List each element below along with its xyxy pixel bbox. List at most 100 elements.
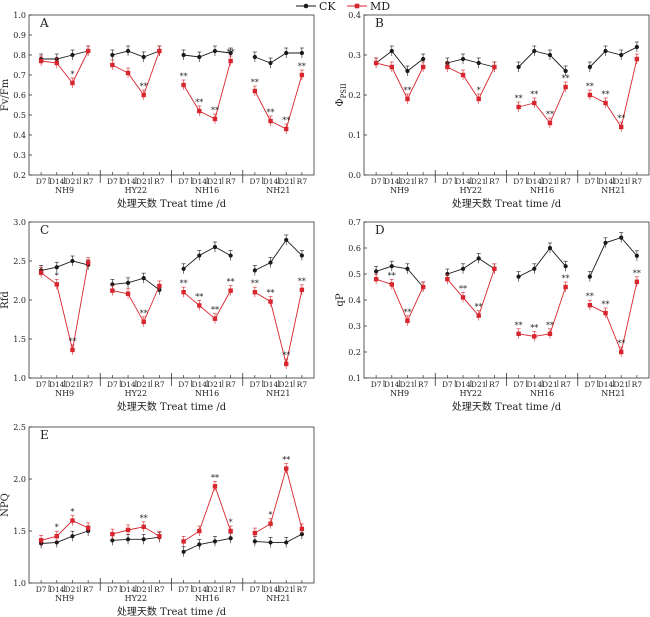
- panel-d-ck-line: [447, 257, 495, 275]
- panel-c-xtick-label: D7: [36, 380, 47, 389]
- panel-c-md-line: [183, 290, 231, 320]
- panel-b-xtick-label: R7: [489, 177, 500, 186]
- panel-c-xtick-label: R7: [154, 380, 165, 389]
- panel-d-xtick-label: D14: [598, 380, 614, 389]
- panel-a-ck-point: [252, 54, 257, 60]
- panel-d-significance: **: [515, 321, 523, 330]
- panel-c-md-point: [181, 290, 186, 295]
- panel-b-md-point: [405, 96, 410, 102]
- panel-e-xtick-label: R7: [297, 585, 308, 594]
- panel-a-md-point: [110, 62, 115, 68]
- panel-b-xtick-label: D7: [513, 177, 524, 186]
- panel-d-significance: **: [617, 339, 625, 348]
- panel-a-ck-point: [125, 48, 131, 54]
- legend-item-ck: CK: [296, 0, 336, 13]
- panel-c-xtick-label: D7: [249, 380, 260, 389]
- panel-a-md-line: [254, 74, 303, 130]
- panel-c-xtick-label: R7: [297, 380, 308, 389]
- panel-b-md-line: [518, 86, 567, 124]
- panel-d-md-line: [518, 286, 567, 337]
- panel-b-xtick-label: D14: [455, 177, 471, 186]
- panel-d-ck-line: [375, 265, 424, 288]
- panel-a-xtick-label: D7: [36, 177, 47, 186]
- panel-e-significance: *: [269, 511, 273, 520]
- panel-e-ck-point: [252, 539, 257, 544]
- panel-d-xtick-label: D7: [371, 380, 382, 389]
- panel-e-md-point: [38, 538, 44, 543]
- panel-e-md-point: [85, 525, 91, 531]
- panel-d-xtick-label: R7: [489, 380, 500, 389]
- panel-c-ytick-label: 2.5: [13, 257, 26, 266]
- legend-md-label: MD: [370, 0, 390, 13]
- panel-e-ck-point: [284, 540, 289, 545]
- panel-d-md-point: [563, 284, 568, 290]
- panel-c-significance: **: [195, 292, 203, 301]
- panel-d-xtick-label: D14: [384, 380, 400, 389]
- panel-c-significance: **: [267, 289, 275, 298]
- panel-d-ck-point: [516, 274, 521, 279]
- panel-c-xtick-label: D14: [192, 380, 208, 389]
- panel-d-significance: **: [586, 292, 594, 301]
- legend-item-md: MD: [347, 0, 390, 13]
- panel-b-ck-point: [476, 60, 481, 66]
- panel-b-significance: **: [403, 86, 411, 95]
- panel-d-xtick-label: D7: [584, 380, 595, 389]
- panel-a-xtick-label: D14: [192, 177, 208, 186]
- panel-e-md-point: [252, 530, 258, 536]
- panel-a-md-point: [70, 80, 75, 86]
- panel-a-ck-line: [183, 50, 231, 58]
- panel-a-md-point: [228, 58, 233, 64]
- panel-b-md-point: [563, 84, 568, 90]
- panel-e-xtick-label: R7: [83, 585, 94, 594]
- panel-e-significance: *: [70, 508, 74, 517]
- panel-d-xtick-label: R7: [418, 380, 429, 389]
- panel-b-ytick-label: 0.4: [348, 11, 361, 20]
- panel-e-xtick-label: R7: [154, 585, 165, 594]
- panel-d-md-point: [532, 334, 537, 339]
- panel-b-group-label: NH21: [601, 186, 625, 195]
- panel-e-group-label: NH16: [195, 594, 219, 603]
- panel-a-ck-point: [228, 50, 233, 56]
- panel-c-ck-line: [41, 260, 89, 271]
- panel-b-xtick-label: D14: [384, 177, 400, 186]
- panel-a-ck-line: [254, 52, 302, 64]
- panel-a-significance: **: [251, 78, 259, 87]
- panel-b-md-point: [547, 120, 553, 126]
- panel-c-ck-point: [299, 253, 304, 258]
- panel-a-ytick-label: 0.4: [13, 131, 26, 140]
- panel-e-ck-point: [110, 538, 115, 543]
- panel-b-xtick-label: D21: [400, 177, 416, 186]
- panel-d-md-point: [405, 318, 410, 323]
- panel-d-ck-point: [389, 264, 394, 269]
- panel-a-md-point: [252, 88, 258, 94]
- panel-e-md-point: [299, 526, 305, 532]
- panel-c-md-point: [85, 260, 91, 265]
- panel-d-significance: **: [602, 300, 610, 309]
- panel-a-md-point: [38, 58, 44, 64]
- panel-c-group-label: NH9: [55, 389, 74, 398]
- panel-d-significance: **: [562, 274, 570, 283]
- panel-a-md-line: [112, 50, 160, 96]
- panel-e-md-point: [284, 466, 289, 471]
- panel-d-md-point: [460, 295, 466, 300]
- panel-a-md-point: [157, 48, 162, 54]
- panel-e-xtick-label: D14: [263, 585, 279, 594]
- panel-e-group-label: HY22: [125, 594, 147, 603]
- panel-d-ytick-label: 0.5: [348, 270, 361, 279]
- panel-c-ytick-label: 3.0: [13, 218, 26, 227]
- legend: CK MD: [296, 0, 390, 13]
- panel-c-xtick-label: D21: [136, 380, 152, 389]
- panel-e-md-point: [268, 521, 273, 526]
- panel-d-ytick-label: 0.7: [348, 218, 361, 227]
- panel-b-ck-point: [563, 68, 568, 74]
- panel-b-ck-point: [547, 52, 553, 58]
- panel-e-frame: [28, 426, 315, 584]
- panel-e-xtick-label: D21: [278, 585, 294, 594]
- panel-a-ck-point: [110, 52, 115, 58]
- panel-a-ck-point: [70, 52, 75, 58]
- panel-a-significance: **: [180, 72, 188, 81]
- panel-a-ck-line: [112, 50, 160, 58]
- panel-a-xtick-label: R7: [225, 177, 236, 186]
- panel-a-ytick-label: 0.2: [13, 171, 26, 180]
